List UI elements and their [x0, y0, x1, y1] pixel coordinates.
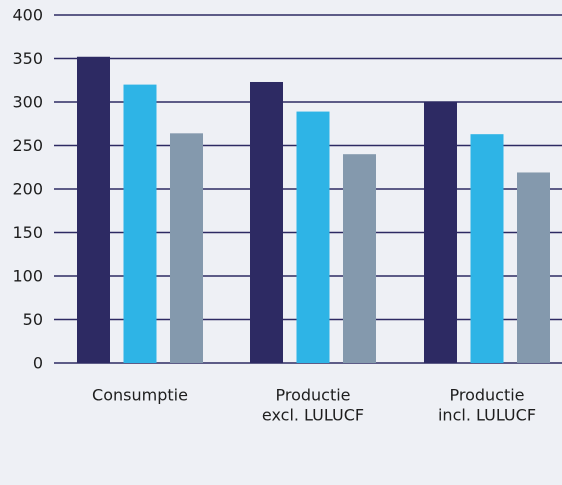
bar	[470, 134, 504, 363]
y-tick-label: 150	[12, 223, 43, 242]
bars	[77, 56, 550, 364]
y-tick-label: 350	[12, 49, 43, 68]
y-tick-label: 200	[12, 180, 43, 199]
bar	[343, 154, 376, 363]
category-label: Productie	[275, 386, 350, 405]
y-tick-label: 100	[12, 267, 43, 286]
y-axis-tick-labels: 0 50 100 150 200 250 300 350 400	[12, 6, 43, 373]
y-tick-label: 250	[12, 136, 43, 155]
bar	[296, 111, 330, 363]
y-tick-label: 300	[12, 93, 43, 112]
category-label: Productie	[449, 386, 524, 405]
category-label: excl. LULUCF	[262, 406, 364, 425]
category-label: incl. LULUCF	[438, 406, 536, 425]
y-tick-label: 400	[12, 6, 43, 25]
y-tick-label: 50	[23, 310, 43, 329]
category-label: Consumptie	[92, 386, 188, 405]
bar	[250, 81, 283, 364]
y-tick-label: 0	[33, 354, 43, 373]
bar	[170, 133, 203, 363]
bar	[424, 102, 457, 363]
bar	[517, 172, 550, 363]
bar	[123, 84, 157, 363]
bar	[77, 56, 110, 363]
